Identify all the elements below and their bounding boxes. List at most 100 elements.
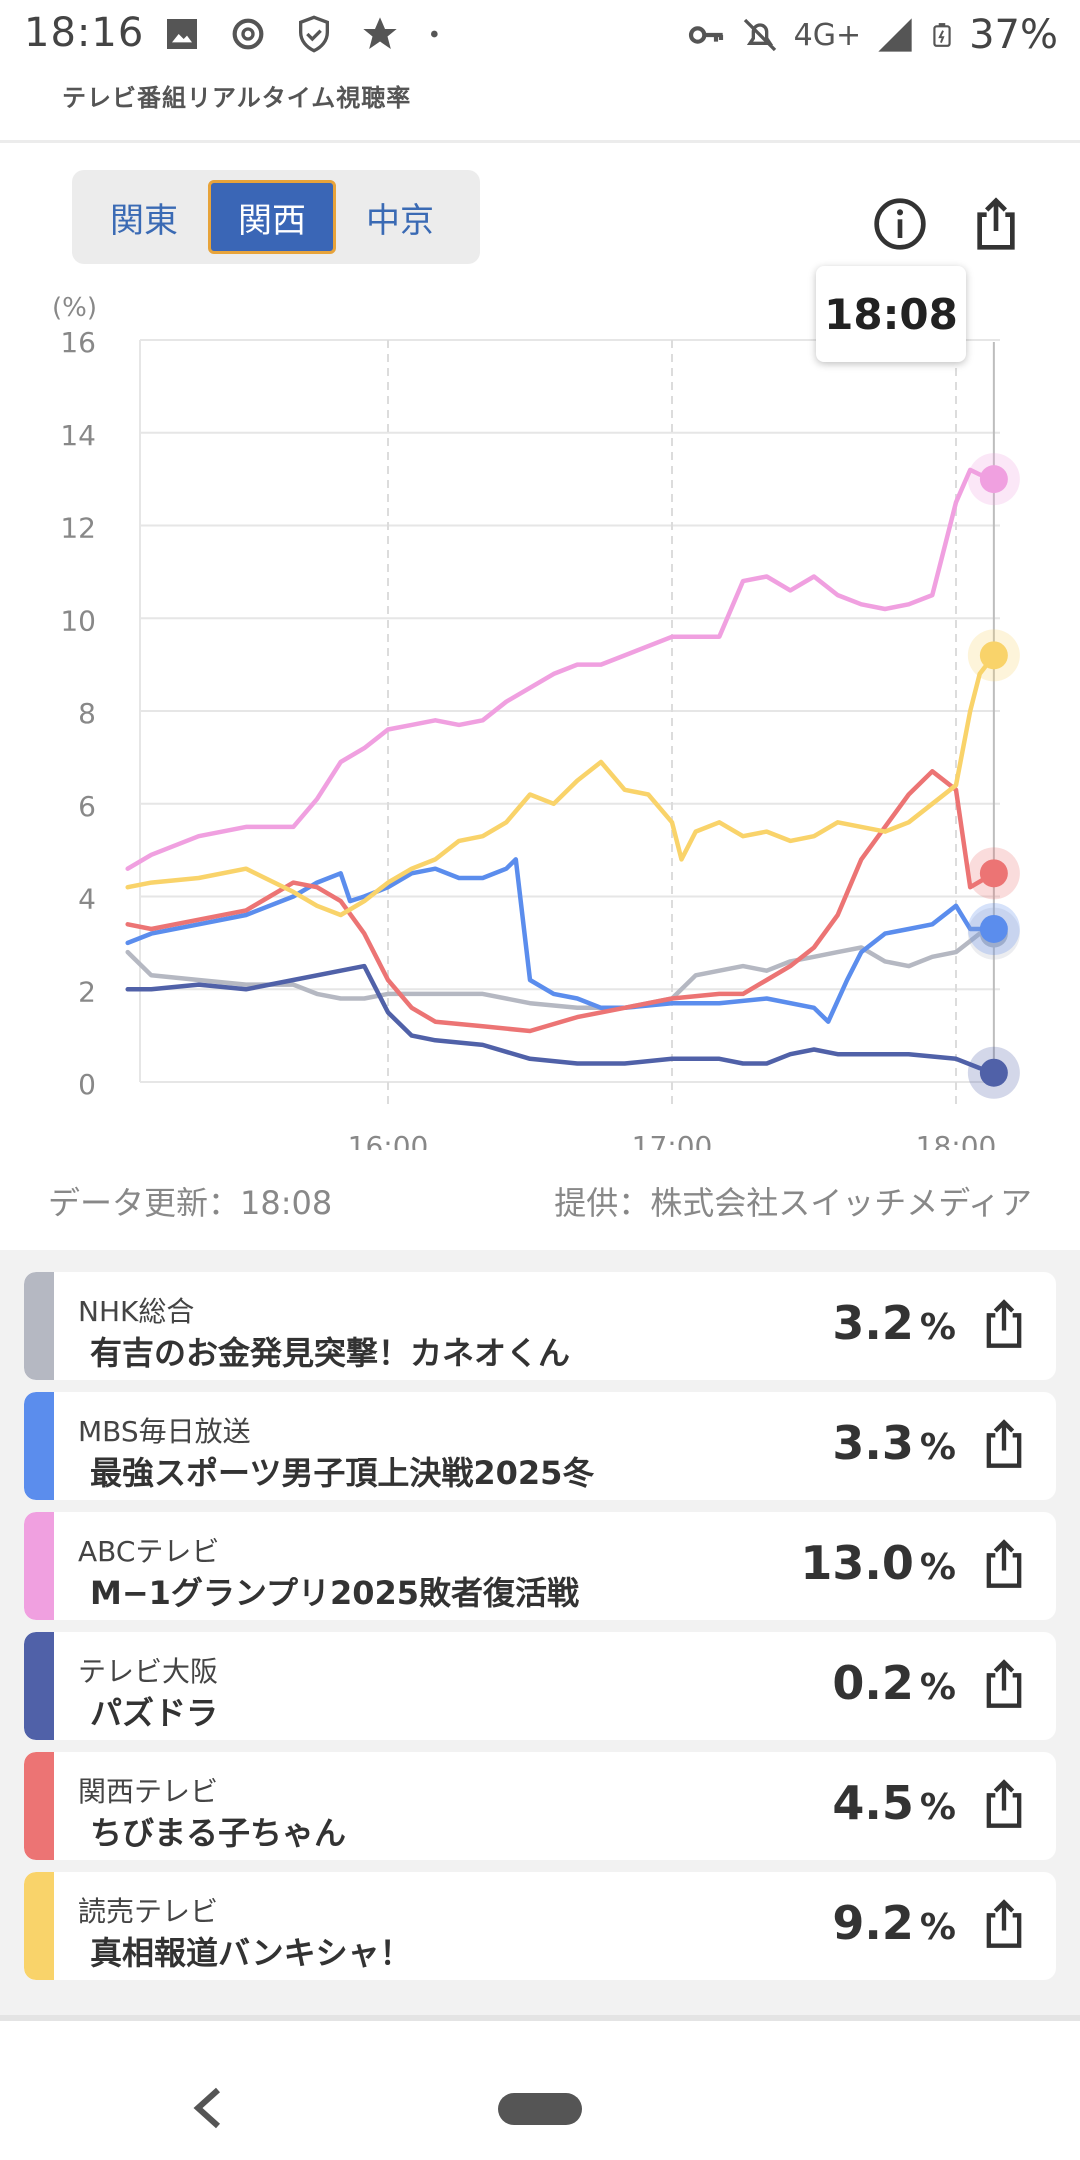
y-tick-label: 14: [60, 419, 96, 452]
rating-unit: %: [919, 1907, 956, 1948]
station-name: 関西テレビ: [78, 1775, 219, 1808]
bell-off-icon: [743, 18, 776, 52]
tab-kanto[interactable]: 関東: [110, 200, 178, 241]
series-end-point: [979, 914, 1008, 943]
y-tick-label: 8: [78, 697, 96, 730]
series-line: [125, 857, 997, 1024]
rating-number: 13.0: [800, 1536, 914, 1590]
program-title: 最強スポーツ男子頂上決戦2025冬: [90, 1454, 595, 1492]
channel-card-abc[interactable]: ABCテレビ M−1グランプリ2025敗者復活戦 13.0%: [24, 1512, 1056, 1620]
y-tick-label: 6: [78, 790, 96, 823]
region-tabs: 関東 関西 中京: [72, 170, 480, 264]
home-pill-icon[interactable]: [498, 2093, 582, 2125]
y-unit-label: (%): [52, 293, 97, 323]
key-icon: [688, 26, 723, 44]
rating-number: 3.2: [832, 1296, 914, 1350]
station-name: NHK総合: [78, 1295, 195, 1328]
x-tick-label: 16:00: [348, 1130, 429, 1150]
data-provider-label: 提供：株式会社スイッチメディア: [554, 1184, 1032, 1222]
series-end-point: [979, 859, 1008, 888]
rating-unit: %: [919, 1787, 956, 1828]
share-icon[interactable]: [978, 1898, 1030, 1950]
data-updated-label: データ更新：18:08: [48, 1184, 333, 1222]
ratings-chart[interactable]: 0 2 4 6 8 10 12 14 16 (%) 16:00 17:00 18:00: [0, 270, 1080, 1163]
info-icon[interactable]: [872, 196, 928, 252]
time-tooltip: 18:08: [816, 266, 966, 362]
battery-percent: 37%: [969, 12, 1058, 58]
header-divider: [0, 140, 1080, 143]
y-tick-label: 0: [78, 1068, 96, 1101]
series-line: [125, 653, 997, 918]
tab-chukyo[interactable]: 中京: [366, 200, 434, 241]
back-icon[interactable]: [190, 2083, 226, 2133]
tab-kansai[interactable]: 関西: [208, 180, 336, 254]
program-title: 有吉のお金発見突撃！カネオくん: [90, 1334, 571, 1372]
channel-color-stripe: [24, 1872, 54, 1980]
image-icon: [167, 19, 197, 49]
rating-number: 0.2: [832, 1656, 914, 1710]
series-end-point: [979, 1058, 1008, 1087]
rating-unit: %: [919, 1427, 956, 1468]
threads-icon: [232, 18, 264, 50]
status-time: 18:16: [24, 10, 145, 56]
share-icon[interactable]: [978, 1298, 1030, 1350]
y-tick-label: 4: [78, 883, 96, 916]
series-end-point: [979, 465, 1008, 494]
series-line: [125, 963, 997, 1075]
channel-color-stripe: [24, 1632, 54, 1740]
share-icon[interactable]: [978, 1538, 1030, 1590]
program-title: パズドラ: [90, 1694, 219, 1732]
rating-number: 4.5: [832, 1776, 914, 1830]
battery-icon: [933, 23, 951, 47]
program-title: ちびまる子ちゃん: [90, 1814, 347, 1852]
navigation-bar: [0, 2021, 1080, 2160]
rating-unit: %: [919, 1667, 956, 1708]
rating-value: 3.3%: [832, 1416, 956, 1470]
channel-card-ktv[interactable]: 関西テレビ ちびまる子ちゃん 4.5%: [24, 1752, 1056, 1860]
signal-icon: [878, 18, 912, 52]
series-end-point: [979, 641, 1008, 670]
dot-icon: [431, 30, 438, 38]
channel-card-ytv[interactable]: 読売テレビ 真相報道バンキシャ！ 9.2%: [24, 1872, 1056, 1980]
program-title: M−1グランプリ2025敗者復活戦: [90, 1574, 580, 1612]
star-icon: [363, 17, 397, 49]
station-name: 読売テレビ: [78, 1895, 219, 1928]
share-icon[interactable]: [978, 1418, 1030, 1470]
channel-list: NHK総合 有吉のお金発見突撃！カネオくん 3.2% MBS毎日放送 最強スポー…: [24, 1272, 1056, 1992]
rating-number: 9.2: [832, 1896, 914, 1950]
station-name: テレビ大阪: [78, 1655, 219, 1688]
channel-card-nhk[interactable]: NHK総合 有吉のお金発見突撃！カネオくん 3.2%: [24, 1272, 1056, 1380]
station-name: MBS毎日放送: [78, 1415, 251, 1448]
rating-value: 9.2%: [832, 1896, 956, 1950]
share-icon[interactable]: [978, 1658, 1030, 1710]
network-type: 4G+: [793, 17, 862, 53]
y-tick-label: 16: [60, 326, 96, 359]
channel-card-tvo[interactable]: テレビ大阪 パズドラ 0.2%: [24, 1632, 1056, 1740]
ratings-chart-svg: 0 2 4 6 8 10 12 14 16(%) 16:00 17:00 18:00: [52, 293, 1020, 1163]
x-tick-label: 17:00: [632, 1130, 713, 1150]
bottom-divider: [0, 2015, 1080, 2021]
y-tick-label: 12: [60, 512, 96, 545]
channel-color-stripe: [24, 1272, 54, 1380]
x-tick-label: 18:00: [916, 1130, 997, 1150]
rating-value: 4.5%: [832, 1776, 956, 1830]
share-icon[interactable]: [978, 1778, 1030, 1830]
station-name: ABCテレビ: [78, 1535, 220, 1568]
channel-color-stripe: [24, 1392, 54, 1500]
y-tick-label: 10: [60, 604, 96, 637]
rating-unit: %: [919, 1307, 956, 1348]
channel-card-mbs[interactable]: MBS毎日放送 最強スポーツ男子頂上決戦2025冬 3.3%: [24, 1392, 1056, 1500]
rating-number: 3.3: [832, 1416, 914, 1470]
page-subtitle: テレビ番組リアルタイム視聴率: [62, 84, 412, 112]
rating-value: 3.2%: [832, 1296, 956, 1350]
channel-color-stripe: [24, 1512, 54, 1620]
share-icon[interactable]: [968, 196, 1024, 252]
rating-value: 0.2%: [832, 1656, 956, 1710]
series-line: [125, 467, 997, 871]
rating-unit: %: [919, 1547, 956, 1588]
chart-actions: [872, 196, 1024, 252]
shield-icon: [299, 15, 329, 53]
rating-value: 13.0%: [800, 1536, 956, 1590]
chart-footer: データ更新：18:08 提供：株式会社スイッチメディア: [48, 1178, 1032, 1224]
status-bar: 18:16 4G+ 37%: [0, 0, 1080, 74]
